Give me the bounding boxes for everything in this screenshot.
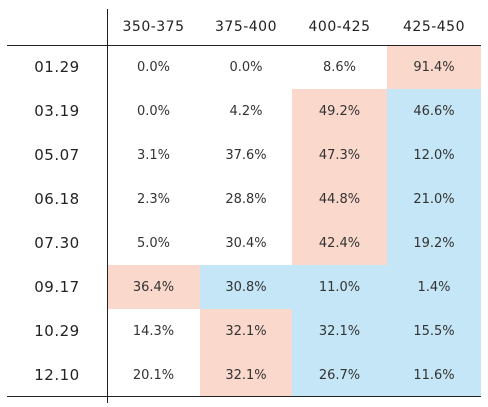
bottom-rule [7, 396, 481, 397]
column-header: 425-450 [403, 19, 465, 35]
vertical-divider [107, 9, 108, 403]
header-divider [7, 45, 481, 46]
table-cell-value: 32.1% [200, 353, 292, 397]
table-cell-value: 37.6% [200, 133, 292, 177]
table-cell-value: 36.4% [107, 265, 200, 309]
probability-table: 01.29 0.0% 0.0% 8.6% 91.4% 03.19 0.0% 4.2% 49.2%… [7, 9, 481, 403]
column-header: 400-425 [308, 19, 371, 35]
table-cell-value: 26.7% [292, 353, 387, 397]
table-cell-value: 28.8% [200, 177, 292, 221]
table-cell-value: 11.0% [292, 265, 387, 309]
table-cell-value: 1.4% [387, 265, 481, 309]
table-cell-value: 32.1% [200, 309, 292, 353]
table-cell-value: 19.2% [387, 221, 481, 265]
table-cell-value: 47.3% [292, 133, 387, 177]
column-header: 350-375 [122, 19, 185, 35]
table-cell-value: 44.8% [292, 177, 387, 221]
row-date-label: 05.07 [34, 146, 80, 164]
table-cell-value: 14.3% [107, 309, 200, 353]
table-cell-value: 21.0% [387, 177, 481, 221]
table-cell-value: 8.6% [292, 45, 387, 89]
row-date-label: 07.30 [34, 234, 80, 252]
column-header: 375-400 [215, 19, 277, 35]
table-cell-value: 12.0% [387, 133, 481, 177]
table-cell-value: 4.2% [200, 89, 292, 133]
table-cell-value: 91.4% [387, 45, 481, 89]
table-cell-value: 2.3% [107, 177, 200, 221]
table-cell-value: 30.8% [200, 265, 292, 309]
row-date-label: 10.29 [34, 322, 80, 340]
table-cell-value: 49.2% [292, 89, 387, 133]
row-date-label: 03.19 [34, 102, 80, 120]
table-cell-value: 46.6% [387, 89, 481, 133]
table-cell-value: 32.1% [292, 309, 387, 353]
table-cell-value: 5.0% [107, 221, 200, 265]
row-date-label: 09.17 [34, 278, 80, 296]
row-date-label: 12.10 [34, 366, 80, 384]
table-cell-value: 42.4% [292, 221, 387, 265]
table-cell-value: 11.6% [387, 353, 481, 397]
table-cell-value: 3.1% [107, 133, 200, 177]
table-cell-value: 30.4% [200, 221, 292, 265]
table-cell-value: 20.1% [107, 353, 200, 397]
table-cell-value: 0.0% [200, 45, 292, 89]
row-date-label: 01.29 [34, 58, 80, 76]
table-cell-value: 0.0% [107, 89, 200, 133]
table-cell-value: 15.5% [387, 309, 481, 353]
table-cell-value: 0.0% [107, 45, 200, 89]
row-date-label: 06.18 [34, 190, 80, 208]
